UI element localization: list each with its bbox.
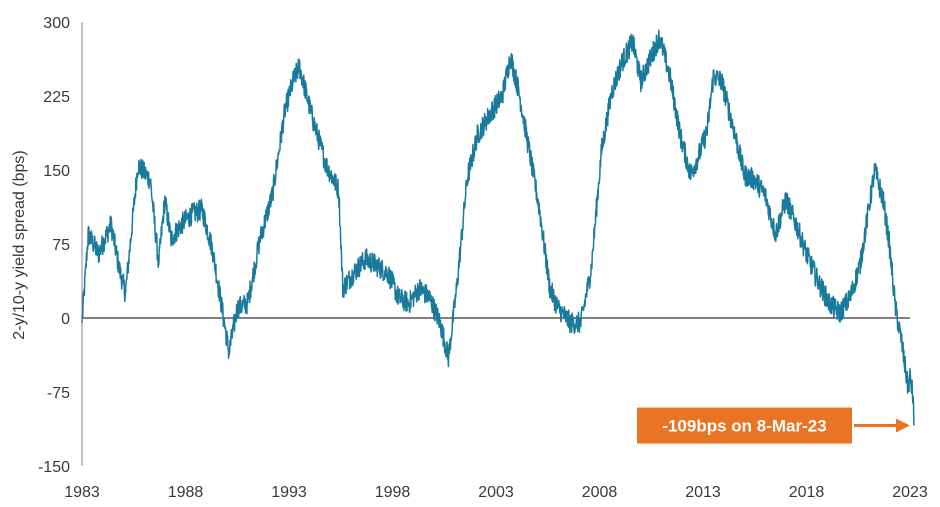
y-axis-title: 2-y/10-y yield spread (bps) — [11, 150, 28, 339]
latest-value-callout: -109bps on 8-Mar-23 — [637, 407, 910, 444]
x-tick-label: 1993 — [271, 484, 307, 501]
x-tick-label: 2018 — [789, 484, 825, 501]
x-tick-label: 1988 — [168, 484, 204, 501]
x-tick-label: 1983 — [64, 484, 100, 501]
x-tick-label: 2023 — [892, 484, 928, 501]
series-line — [81, 29, 915, 426]
callout-label: -109bps on 8-Mar-23 — [662, 417, 826, 436]
x-tick-label: 2008 — [582, 484, 618, 501]
y-tick-labels: 300 225 150 75 0 -75 -150 — [38, 15, 70, 476]
x-tick-labels: 1983 1988 1993 1998 2003 2008 2013 2018 2023 — [64, 484, 928, 501]
x-tick-label: 1998 — [375, 484, 411, 501]
y-tick-label: -75 — [47, 385, 70, 402]
y-tick-label: 75 — [52, 237, 70, 254]
series-group — [81, 29, 915, 426]
y-tick-label: 300 — [43, 15, 70, 32]
callout-box — [637, 407, 852, 444]
x-tick-label: 2013 — [685, 484, 721, 501]
y-tick-label: 225 — [43, 89, 70, 106]
x-tick-label: 2003 — [478, 484, 514, 501]
y-tick-label: 150 — [43, 163, 70, 180]
y-tick-label: -150 — [38, 459, 70, 476]
y-tick-label: 0 — [61, 311, 70, 328]
callout-arrow-head — [895, 418, 910, 433]
